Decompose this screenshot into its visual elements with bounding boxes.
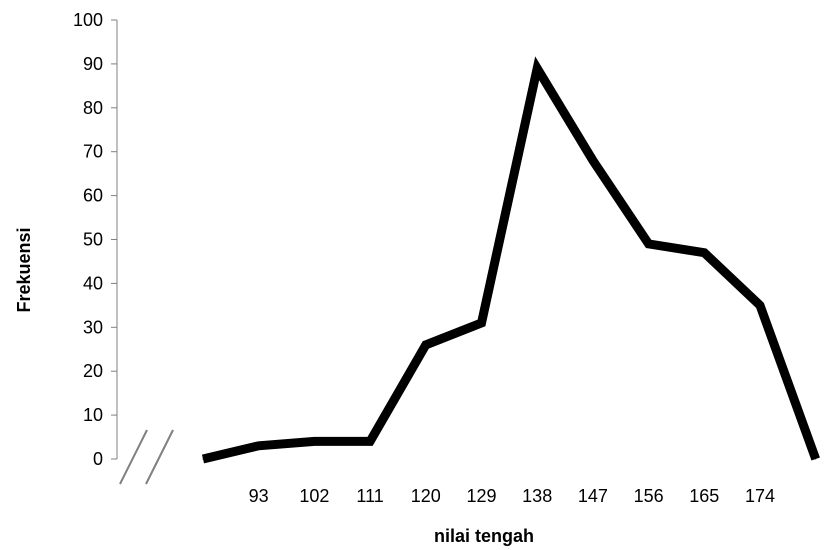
y-tick-label: 0 <box>93 449 103 469</box>
data-point <box>313 440 315 442</box>
y-tick-label: 30 <box>83 317 103 337</box>
x-tick-label: 111 <box>356 486 383 506</box>
y-tick-label: 40 <box>83 273 103 293</box>
x-tick-label: 165 <box>689 486 719 506</box>
x-axis-title: nilai tengah <box>434 526 534 546</box>
frequency-series <box>201 56 820 464</box>
y-axis: 0 10 20 30 40 50 60 70 80 90 100 <box>73 10 118 469</box>
data-point <box>759 304 761 306</box>
data-point <box>202 458 204 460</box>
x-tick-label: 93 <box>249 486 269 506</box>
x-tick-label: 174 <box>745 486 775 506</box>
y-axis-title: Frekuensi <box>14 227 34 312</box>
data-point <box>815 458 817 460</box>
axis-break-stroke <box>145 429 174 485</box>
axis-break-marks <box>119 429 174 485</box>
y-tick-label: 10 <box>83 405 103 425</box>
data-point <box>425 344 427 346</box>
x-tick-label: 102 <box>299 486 329 506</box>
data-point <box>258 445 260 447</box>
y-tick-label: 20 <box>83 361 103 381</box>
data-point <box>481 322 482 324</box>
y-tick-label: 80 <box>83 98 103 118</box>
x-tick-label: 147 <box>578 486 608 506</box>
y-tick-label: 90 <box>83 54 103 74</box>
x-tick-label: 129 <box>466 486 496 506</box>
y-tick-label: 70 <box>83 142 103 162</box>
axis-break-stroke <box>119 429 148 485</box>
x-axis: 93 102 111 120 129 138 147 156 165 174 <box>249 486 775 506</box>
y-tick-label: 100 <box>73 10 103 30</box>
data-point <box>648 243 650 245</box>
data-point <box>369 440 371 442</box>
y-tick-label: 60 <box>83 186 103 206</box>
x-tick-label: 120 <box>411 486 441 506</box>
frequency-line <box>201 56 820 464</box>
y-tick-label: 50 <box>83 230 103 250</box>
x-tick-label: 138 <box>522 486 552 506</box>
data-point <box>703 252 705 254</box>
x-tick-label: 156 <box>634 486 664 506</box>
data-point <box>536 67 538 69</box>
data-point <box>592 159 594 161</box>
